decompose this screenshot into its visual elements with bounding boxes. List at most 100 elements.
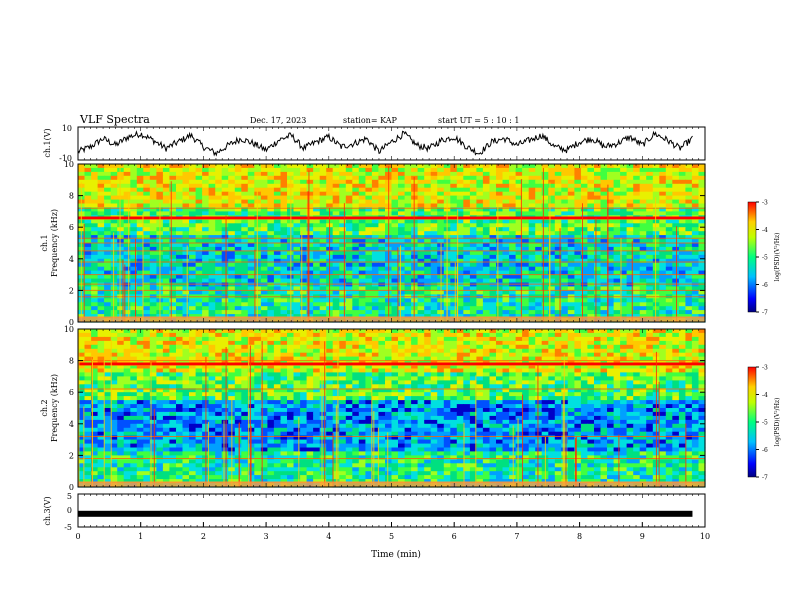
spectrogram-cell bbox=[333, 302, 340, 307]
spectrogram-cell bbox=[352, 235, 359, 240]
spectrogram-cell bbox=[431, 369, 438, 374]
spectrogram-cell bbox=[496, 302, 503, 307]
spectrogram-cell bbox=[692, 279, 699, 284]
spectrogram-cell bbox=[215, 333, 222, 338]
spectrogram-cell bbox=[111, 333, 118, 338]
spectrogram-cell bbox=[542, 349, 549, 354]
spectrogram-cell bbox=[424, 349, 431, 354]
spectrogram-cell bbox=[130, 255, 137, 260]
spectrogram-cell bbox=[476, 329, 483, 334]
spectrogram-cell bbox=[633, 255, 640, 260]
spectrogram-cell bbox=[294, 310, 301, 315]
spectrogram-cell bbox=[398, 231, 405, 236]
spectrogram-cell bbox=[555, 192, 562, 197]
spectrogram-cell bbox=[333, 345, 340, 350]
spectrogram-cell bbox=[653, 219, 660, 224]
spectrogram-cell bbox=[196, 369, 203, 374]
spectrogram-cell bbox=[124, 333, 131, 338]
spectrogram-cell bbox=[666, 306, 673, 311]
spectrogram-cell bbox=[555, 227, 562, 232]
spectrogram-cell bbox=[196, 227, 203, 232]
spectrogram-cell bbox=[463, 333, 470, 338]
spectrogram-cell bbox=[431, 211, 438, 216]
spectrogram-cell bbox=[666, 310, 673, 315]
spectrogram-cell bbox=[555, 243, 562, 248]
spectrogram-cell bbox=[633, 192, 640, 197]
spectrogram-cell bbox=[568, 353, 575, 358]
spectrogram-cell bbox=[365, 192, 372, 197]
spectrogram-cell bbox=[633, 219, 640, 224]
spectrogram-cell bbox=[392, 231, 399, 236]
ch1-colorbar-label: log(PSD)(V²/Hz) bbox=[774, 233, 781, 282]
spectrogram-cell bbox=[215, 263, 222, 268]
spectrogram-cell bbox=[463, 235, 470, 240]
spectrogram-cell bbox=[627, 349, 634, 354]
spectrogram-cell bbox=[150, 196, 157, 201]
spectrogram-cell bbox=[163, 255, 170, 260]
spectrogram-cell bbox=[378, 184, 385, 189]
spectrogram-cell bbox=[313, 192, 320, 197]
spectrogram-cell bbox=[574, 337, 581, 342]
spectrogram-cell bbox=[91, 180, 98, 185]
spectrogram-cell bbox=[561, 259, 568, 264]
spectrogram-cell bbox=[98, 345, 105, 350]
spectrogram-cell bbox=[378, 231, 385, 236]
spectrogram-cell bbox=[176, 180, 183, 185]
spectrogram-cell bbox=[196, 302, 203, 307]
spectrogram-cell bbox=[568, 349, 575, 354]
spectrogram-cell bbox=[574, 172, 581, 177]
spectrogram-cell bbox=[490, 255, 497, 260]
spectrogram-cell bbox=[424, 329, 431, 334]
spectrogram-cell bbox=[163, 172, 170, 177]
spectrogram-cell bbox=[359, 255, 366, 260]
spectrogram-cell bbox=[646, 192, 653, 197]
spectrogram-cell bbox=[222, 211, 229, 216]
spectrogram-cell bbox=[470, 369, 477, 374]
spectrogram-cell bbox=[189, 259, 196, 264]
spectrogram-cell bbox=[405, 223, 412, 228]
spectrogram-cell bbox=[307, 345, 314, 350]
spectrogram-cell bbox=[130, 164, 137, 169]
spectrogram-cell bbox=[509, 337, 516, 342]
spectrogram-cell bbox=[640, 223, 647, 228]
spectrogram-cell bbox=[398, 333, 405, 338]
spectrogram-cell bbox=[202, 231, 209, 236]
spectrogram-cell bbox=[659, 345, 666, 350]
spectrogram-cell bbox=[659, 337, 666, 342]
spectrogram-cell bbox=[692, 255, 699, 260]
spectrogram-cell bbox=[542, 231, 549, 236]
spectrogram-cell bbox=[476, 263, 483, 268]
spectrogram-cell bbox=[405, 298, 412, 303]
spectrogram-cell bbox=[352, 251, 359, 256]
spectrogram-cell bbox=[509, 333, 516, 338]
spectrogram-cell bbox=[352, 349, 359, 354]
spectrogram-cell bbox=[476, 306, 483, 311]
spectrogram-cell bbox=[365, 255, 372, 260]
spectrogram-cell bbox=[483, 211, 490, 216]
spectrogram-cell bbox=[672, 251, 679, 256]
spectrogram-cell bbox=[98, 204, 105, 209]
spectrogram-cell bbox=[581, 211, 588, 216]
spectrogram-cell bbox=[326, 337, 333, 342]
spectrogram-cell bbox=[476, 255, 483, 260]
spectrogram-cell bbox=[633, 180, 640, 185]
spectrogram-cell bbox=[535, 302, 542, 307]
spectrogram-cell bbox=[496, 227, 503, 232]
spectrogram-cell bbox=[529, 333, 536, 338]
spectrogram-cell bbox=[581, 341, 588, 346]
spectrogram-cell bbox=[516, 369, 523, 374]
spectrogram-cell bbox=[594, 259, 601, 264]
spectrogram-cell bbox=[431, 255, 438, 260]
spectrogram-cell bbox=[274, 302, 281, 307]
spectrogram-cell bbox=[254, 369, 261, 374]
spectrogram-cell bbox=[529, 243, 536, 248]
spectrogram-cell bbox=[156, 168, 163, 173]
spectrogram-cell bbox=[411, 369, 418, 374]
spectrogram-cell bbox=[548, 184, 555, 189]
spectrogram-cell bbox=[85, 302, 92, 307]
spectrogram-cell bbox=[215, 168, 222, 173]
spectrogram-cell bbox=[424, 231, 431, 236]
spectrogram-cell bbox=[202, 200, 209, 205]
spectrogram-cell bbox=[463, 337, 470, 342]
spectrogram-cell bbox=[215, 267, 222, 272]
